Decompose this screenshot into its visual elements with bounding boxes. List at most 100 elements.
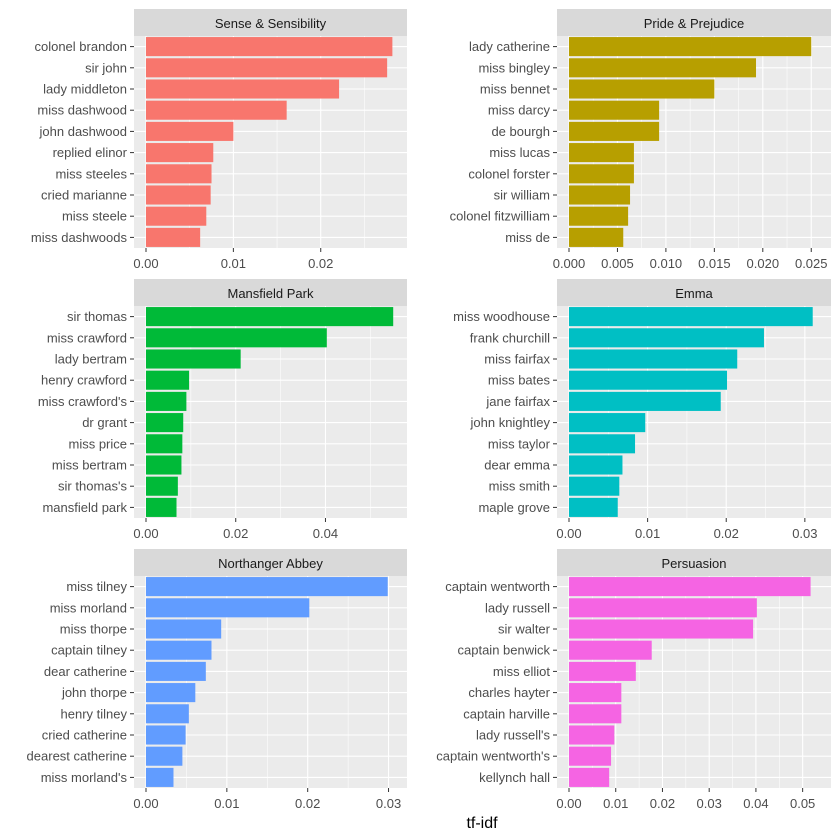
bar: [146, 206, 207, 226]
facet-strip: [557, 549, 831, 576]
x-tick-label: 0.02: [295, 796, 320, 811]
y-tick-label: cried catherine: [42, 728, 127, 743]
y-tick-label: henry crawford: [41, 373, 127, 388]
y-tick-label: miss elliot: [493, 664, 550, 679]
y-tick-label: lady russell: [485, 600, 550, 615]
x-tick-label: 0.04: [743, 796, 768, 811]
y-tick-label: miss taylor: [488, 436, 551, 451]
bar: [146, 725, 186, 745]
x-tick-label: 0.01: [214, 796, 239, 811]
x-tick-label: 0.03: [792, 526, 817, 541]
bar: [146, 619, 222, 639]
y-tick-label: lady russell's: [476, 728, 551, 743]
facet-title: Sense & Sensibility: [215, 16, 327, 31]
bar: [146, 58, 388, 78]
bar: [146, 328, 327, 348]
x-tick-label: 0.015: [698, 256, 731, 271]
y-tick-label: sir thomas: [67, 309, 127, 324]
y-tick-label: miss crawford's: [38, 394, 128, 409]
y-tick-label: miss dashwood: [37, 103, 127, 118]
x-tick-label: 0.010: [650, 256, 683, 271]
y-tick-label: john knightley: [470, 415, 551, 430]
bar: [569, 164, 634, 184]
bar: [146, 349, 241, 369]
bar: [146, 79, 340, 99]
y-tick-label: captain wentworth: [445, 579, 550, 594]
bar: [569, 79, 715, 99]
facet-strip: [557, 9, 831, 36]
x-tick-label: 0.00: [133, 796, 158, 811]
bar: [569, 577, 811, 597]
bar: [569, 58, 757, 78]
y-tick-label: colonel forster: [468, 166, 550, 181]
y-tick-label: captain harville: [463, 706, 550, 721]
y-tick-label: miss lucas: [489, 145, 550, 160]
y-tick-label: charles hayter: [468, 685, 550, 700]
y-tick-label: sir william: [494, 188, 550, 203]
x-tick-label: 0.02: [223, 526, 248, 541]
bar: [146, 434, 183, 454]
bar: [569, 413, 646, 433]
bar: [569, 328, 764, 348]
y-tick-label: jane fairfax: [485, 394, 550, 409]
y-tick-label: john thorpe: [61, 685, 127, 700]
y-tick-label: dearest catherine: [27, 749, 127, 764]
y-tick-label: captain tilney: [51, 643, 127, 658]
bar: [146, 598, 310, 618]
x-tick-label: 0.025: [795, 256, 828, 271]
facet-title: Mansfield Park: [228, 286, 314, 301]
x-tick-label: 0.00: [133, 526, 158, 541]
y-tick-label: dear catherine: [44, 664, 127, 679]
bar: [146, 640, 212, 660]
y-tick-label: john dashwood: [39, 124, 127, 139]
facet-panel: Persuasion 0.00 0.01 0.02 0.03 0.04 0.05 captai…: [436, 549, 831, 811]
y-tick-label: miss bates: [488, 373, 551, 388]
y-tick-label: miss bertram: [52, 458, 127, 473]
y-tick-label: miss smith: [489, 479, 550, 494]
y-tick-label: miss bennet: [480, 82, 550, 97]
bar: [146, 227, 201, 247]
bar: [569, 100, 660, 120]
facet-title: Persuasion: [661, 556, 726, 571]
bar: [569, 455, 623, 475]
y-tick-label: de bourgh: [491, 124, 550, 139]
bar: [569, 476, 620, 496]
y-tick-label: sir walter: [498, 622, 551, 637]
bar: [146, 767, 174, 787]
facet-panel: Pride & Prejudice 0.000 0.005 0.010 0.015 0.0…: [450, 9, 831, 271]
bar: [569, 434, 636, 454]
bar: [146, 704, 189, 724]
y-tick-label: miss de: [505, 230, 550, 245]
bar: [146, 391, 187, 411]
y-tick-label: sir thomas's: [58, 479, 127, 494]
y-tick-label: kellynch hall: [479, 770, 550, 785]
bar: [146, 476, 178, 496]
x-tick-label: 0.01: [221, 256, 246, 271]
x-axis-title: tf-idf: [466, 815, 498, 832]
bar: [146, 413, 184, 433]
bar: [569, 37, 812, 57]
y-tick-label: lady bertram: [55, 352, 127, 367]
y-tick-label: miss steeles: [55, 166, 127, 181]
x-tick-label: 0.01: [635, 526, 660, 541]
y-tick-label: miss dashwoods: [31, 230, 128, 245]
y-tick-label: miss tilney: [66, 579, 127, 594]
x-tick-label: 0.02: [650, 796, 675, 811]
y-tick-label: miss morland: [50, 600, 127, 615]
y-tick-label: miss steele: [62, 209, 127, 224]
bar: [146, 164, 212, 184]
bar: [569, 725, 615, 745]
bar: [569, 661, 636, 681]
x-tick-label: 0.02: [714, 526, 739, 541]
facet-panel: Sense & Sensibility 0.00 0.01 0.02 colonel b…: [31, 9, 407, 271]
y-tick-label: lady catherine: [469, 39, 550, 54]
y-tick-label: captain wentworth's: [436, 749, 550, 764]
bar: [146, 370, 190, 390]
bar: [146, 746, 183, 766]
bar: [146, 307, 394, 327]
bar: [569, 497, 618, 517]
bar: [146, 37, 393, 57]
y-tick-label: maple grove: [478, 500, 550, 515]
x-tick-label: 0.02: [308, 256, 333, 271]
